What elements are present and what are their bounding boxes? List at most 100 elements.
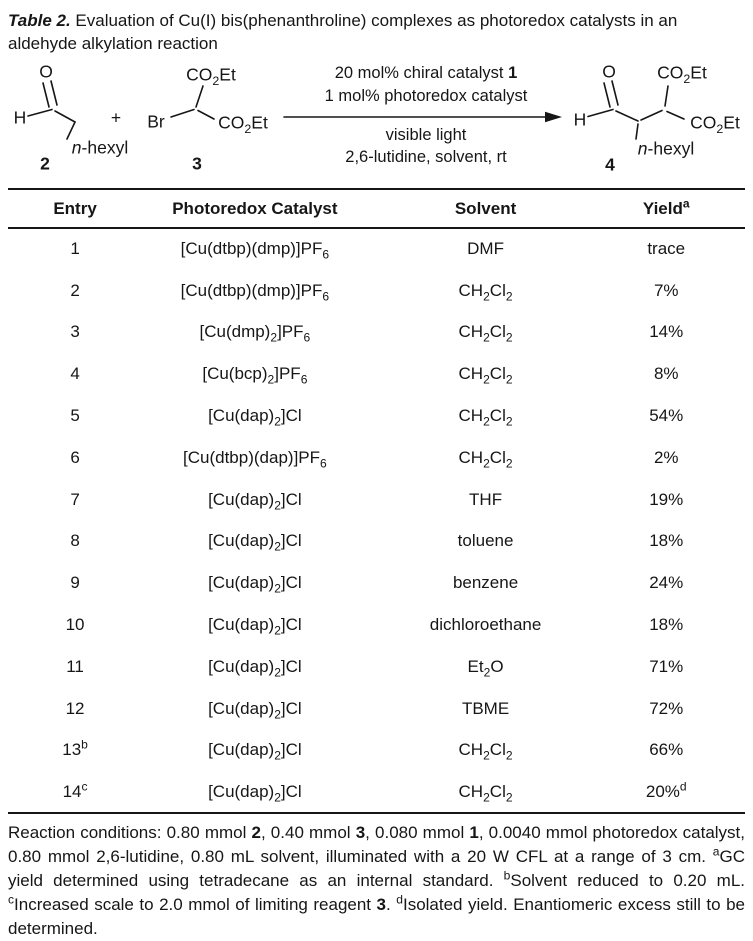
yield-cell: 66% <box>649 740 684 760</box>
aldehyde-2-bonds <box>27 80 76 140</box>
solvent-cell: dichloroethane <box>429 615 542 635</box>
entry-cell: 4 <box>70 364 80 384</box>
aldehyde-o-label: O <box>39 61 53 82</box>
table-title-label: Table 2. <box>8 11 71 30</box>
header-yield: Yielda <box>642 195 690 218</box>
table-row: 12 [Cu(dap)2]Cl TBME 72% <box>8 688 745 730</box>
table-row: 14c [Cu(dap)2]Cl CH2Cl2 20%d <box>8 771 745 813</box>
solvent-cell: CH2Cl2 <box>458 364 513 387</box>
malonate-ester-right-label: CO2Et <box>218 112 268 136</box>
solvent-cell: Et2O <box>467 656 504 680</box>
table-row: 10 [Cu(dap)2]Cl dichloroethane 18% <box>8 604 745 646</box>
catalyst-cell: [Cu(bcp)2]PF6 <box>202 364 308 387</box>
table-row: 5 [Cu(dap)2]Cl CH2Cl2 54% <box>8 395 745 437</box>
catalyst-cell: [Cu(dap)2]Cl <box>208 698 302 722</box>
yield-cell: 19% <box>649 489 684 509</box>
compound-2-number: 2 <box>40 153 50 174</box>
compound-3-number: 3 <box>192 153 202 174</box>
solvent-cell: CH2Cl2 <box>458 406 513 429</box>
bromomalonate-3-bonds <box>170 85 215 120</box>
table-row: 13b [Cu(dap)2]Cl CH2Cl2 66% <box>8 730 745 772</box>
catalyst-cell: [Cu(dap)2]Cl <box>208 531 302 554</box>
reaction-arrow <box>283 111 562 123</box>
results-table-body: 1 [Cu(dtbp)(dmp)]PF6 DMF trace 2 [Cu(dtb… <box>8 228 745 814</box>
reaction-scheme: O H n-hexyl 2 + CO2Et Br CO2Et 3 20 mol%… <box>8 57 745 183</box>
yield-cell: trace <box>647 239 686 259</box>
yield-cell: 71% <box>649 656 684 676</box>
header-entry: Entry <box>53 198 97 218</box>
product-ester-top-label: CO2Et <box>657 62 707 86</box>
table-row: 1 [Cu(dtbp)(dmp)]PF6 DMF trace <box>8 228 745 270</box>
condition-light: visible light <box>385 125 467 144</box>
yield-cell: 14% <box>649 322 684 342</box>
results-table-header: Entry Photoredox Catalyst Solvent Yielda <box>8 189 745 228</box>
yield-cell: 18% <box>649 615 684 635</box>
entry-cell: 8 <box>70 531 80 551</box>
entry-cell: 9 <box>70 573 80 593</box>
catalyst-cell: [Cu(dap)2]Cl <box>208 656 302 680</box>
entry-cell: 14c <box>62 779 88 801</box>
table-row: 8 [Cu(dap)2]Cl toluene 18% <box>8 521 745 563</box>
yield-cell: 54% <box>649 406 684 426</box>
product-h-label: H <box>573 109 587 130</box>
table-footnote: Reaction conditions: 0.80 mmol 2, 0.40 m… <box>8 823 746 939</box>
compound-4-number: 4 <box>605 154 615 175</box>
entry-cell: 12 <box>65 698 85 718</box>
table-title-text: Evaluation of Cu(I) bis(phenanthroline) … <box>8 11 678 53</box>
product-ester-right-label: CO2Et <box>690 112 740 136</box>
table-row: 2 [Cu(dtbp)(dmp)]PF6 CH2Cl2 7% <box>8 270 745 312</box>
table-row: 6 [Cu(dtbp)(dap)]PF6 CH2Cl2 2% <box>8 437 745 479</box>
table-row: 7 [Cu(dap)2]Cl THF 19% <box>8 479 745 521</box>
yield-cell: 72% <box>649 698 684 718</box>
malonate-ester-top-label: CO2Et <box>186 64 236 88</box>
scheme-bonds-svg <box>27 80 685 140</box>
entry-cell: 3 <box>70 322 80 342</box>
product-4-bonds <box>587 80 685 140</box>
table-row: 3 [Cu(dmp)2]PF6 CH2Cl2 14% <box>8 312 745 354</box>
entry-cell: 1 <box>70 239 80 259</box>
catalyst-cell: [Cu(dtbp)(dmp)]PF6 <box>180 280 330 304</box>
header-catalyst: Photoredox Catalyst <box>172 198 338 218</box>
catalyst-cell: [Cu(dap)2]Cl <box>208 781 302 805</box>
table-title: Table 2. Evaluation of Cu(I) bis(phenant… <box>8 9 732 55</box>
entry-cell: 6 <box>70 447 80 467</box>
solvent-cell: CH2Cl2 <box>458 322 513 345</box>
solvent-cell: DMF <box>467 239 504 259</box>
entry-cell: 2 <box>70 280 80 300</box>
malonate-br-label: Br <box>147 111 165 132</box>
entry-cell: 7 <box>70 489 80 509</box>
yield-cell: 7% <box>653 280 679 300</box>
condition-photoredox-loading: 1 mol% photoredox catalyst <box>324 86 528 105</box>
solvent-cell: CH2Cl2 <box>458 280 513 304</box>
aldehyde-hexyl-label: n-hexyl <box>71 137 129 158</box>
catalyst-cell: [Cu(dap)2]Cl <box>208 406 302 429</box>
entry-cell: 13b <box>62 737 88 760</box>
yield-cell: 20%d <box>645 779 687 801</box>
aldehyde-h-label: H <box>13 107 27 128</box>
yield-cell: 8% <box>653 364 679 384</box>
plus-sign: + <box>110 107 122 128</box>
solvent-cell: CH2Cl2 <box>458 740 513 763</box>
product-hexyl-label: n-hexyl <box>637 138 695 159</box>
results-table: Entry Photoredox Catalyst Solvent Yielda… <box>8 188 745 814</box>
header-solvent: Solvent <box>454 198 517 218</box>
table-row: 11 [Cu(dap)2]Cl Et2O 71% <box>8 646 745 688</box>
solvent-cell: THF <box>469 489 503 509</box>
solvent-cell: CH2Cl2 <box>458 781 513 805</box>
catalyst-cell: [Cu(dtbp)(dap)]PF6 <box>183 447 327 471</box>
yield-cell: 2% <box>653 447 679 467</box>
solvent-cell: CH2Cl2 <box>458 447 513 471</box>
catalyst-cell: [Cu(dmp)2]PF6 <box>199 322 311 345</box>
yield-cell: 24% <box>649 573 684 593</box>
solvent-cell: benzene <box>452 573 519 593</box>
catalyst-cell: [Cu(dap)2]Cl <box>208 740 302 763</box>
catalyst-cell: [Cu(dap)2]Cl <box>208 489 302 513</box>
condition-base-solvent: 2,6-lutidine, solvent, rt <box>345 147 507 166</box>
table-row: 9 [Cu(dap)2]Cl benzene 24% <box>8 562 745 604</box>
catalyst-cell: [Cu(dap)2]Cl <box>208 615 302 638</box>
solvent-cell: toluene <box>457 531 514 551</box>
condition-catalyst-loading: 20 mol% chiral catalyst 1 <box>334 63 518 82</box>
table-row: 4 [Cu(bcp)2]PF6 CH2Cl2 8% <box>8 353 745 395</box>
solvent-cell: TBME <box>461 698 510 718</box>
